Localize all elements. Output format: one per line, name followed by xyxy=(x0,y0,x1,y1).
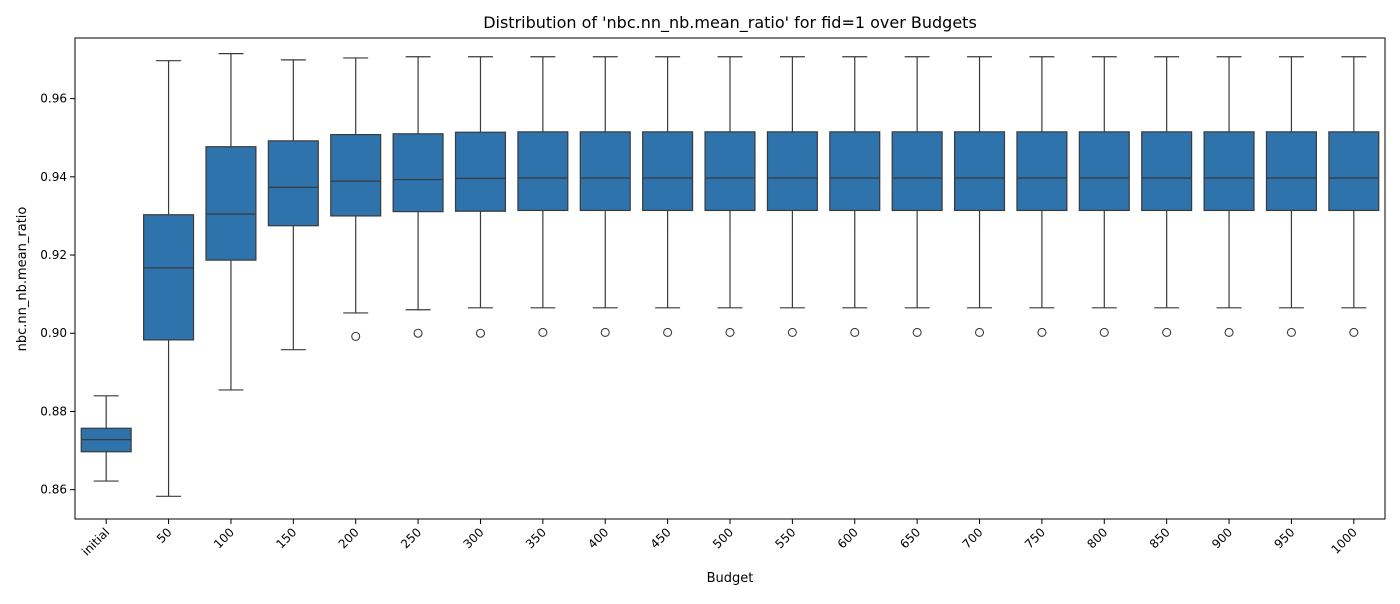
x-tick-label: 300 xyxy=(461,525,487,551)
outlier-point xyxy=(787,327,797,338)
outlier-point xyxy=(1349,327,1359,338)
y-tick-label: 0.86 xyxy=(40,483,67,497)
x-tick-label: 650 xyxy=(897,525,923,551)
iqr-box xyxy=(517,131,569,212)
x-tick-label: 900 xyxy=(1209,525,1235,551)
iqr-box xyxy=(766,131,818,212)
x-tick-label: 700 xyxy=(960,525,986,551)
outlier-point xyxy=(600,327,610,338)
x-tick-label: 350 xyxy=(523,525,549,551)
x-tick-label: 950 xyxy=(1271,525,1297,551)
x-tick-label: 600 xyxy=(835,525,861,551)
outlier-point xyxy=(912,327,922,338)
x-tick-label: 800 xyxy=(1084,525,1110,551)
x-tick-label: 1000 xyxy=(1328,525,1359,556)
outlier-point xyxy=(475,328,486,338)
outlier-point xyxy=(850,327,860,338)
x-axis-label: Budget xyxy=(707,571,754,586)
plot-area: 0.86 0.88 0.90 0.92 0.94 0.96 initial 50 100 150 2… xyxy=(40,37,1386,558)
x-tick-label: 400 xyxy=(585,525,611,551)
iqr-box xyxy=(392,133,444,213)
iqr-box xyxy=(205,146,257,261)
y-axis-label: nbc.nn_nb.mean_ratio xyxy=(15,207,30,352)
iqr-box xyxy=(891,131,943,212)
outlier-point xyxy=(351,331,361,341)
outlier-point xyxy=(725,327,735,338)
outlier-point xyxy=(1099,327,1109,338)
x-tick-label: 450 xyxy=(648,525,674,551)
iqr-box xyxy=(1016,131,1068,212)
y-tick-label: 0.92 xyxy=(40,248,67,262)
outlier-point xyxy=(1286,327,1296,338)
outlier-point xyxy=(1224,327,1234,338)
iqr-box xyxy=(1078,131,1130,212)
y-tick-label: 0.90 xyxy=(40,326,67,340)
x-tick-label: 850 xyxy=(1147,525,1173,551)
x-tick-label: initial xyxy=(79,525,112,558)
outlier-point xyxy=(1162,327,1172,338)
iqr-box xyxy=(143,214,195,341)
iqr-box xyxy=(1203,131,1255,212)
iqr-box xyxy=(1265,131,1317,212)
iqr-box xyxy=(267,140,319,227)
outlier-point xyxy=(974,327,985,338)
iqr-box xyxy=(330,133,382,217)
x-tick-label: 50 xyxy=(154,525,175,546)
y-tick-label: 0.88 xyxy=(40,404,67,418)
y-tick-label: 0.96 xyxy=(40,92,67,106)
x-tick-label: 100 xyxy=(211,525,237,551)
x-tick-label: 200 xyxy=(336,525,362,551)
x-tick-label: 500 xyxy=(710,525,736,551)
outlier-point xyxy=(663,327,673,338)
iqr-box xyxy=(579,131,631,212)
iqr-box xyxy=(642,131,694,212)
iqr-box xyxy=(454,131,507,212)
outlier-point xyxy=(538,327,548,338)
outlier-point xyxy=(413,328,423,338)
iqr-box xyxy=(1328,131,1380,212)
chart-title: Distribution of 'nbc.nn_nb.mean_ratio' f… xyxy=(483,13,977,33)
iqr-box xyxy=(829,131,881,212)
iqr-box xyxy=(704,131,756,212)
outlier-point xyxy=(1037,327,1047,338)
y-tick-label: 0.94 xyxy=(40,170,67,184)
x-tick-label: 250 xyxy=(398,525,424,551)
iqr-box xyxy=(1141,131,1193,212)
iqr-box xyxy=(953,131,1006,212)
x-tick-label: 550 xyxy=(772,525,798,551)
x-tick-label: 750 xyxy=(1022,525,1048,551)
x-tick-label: 150 xyxy=(273,525,299,551)
